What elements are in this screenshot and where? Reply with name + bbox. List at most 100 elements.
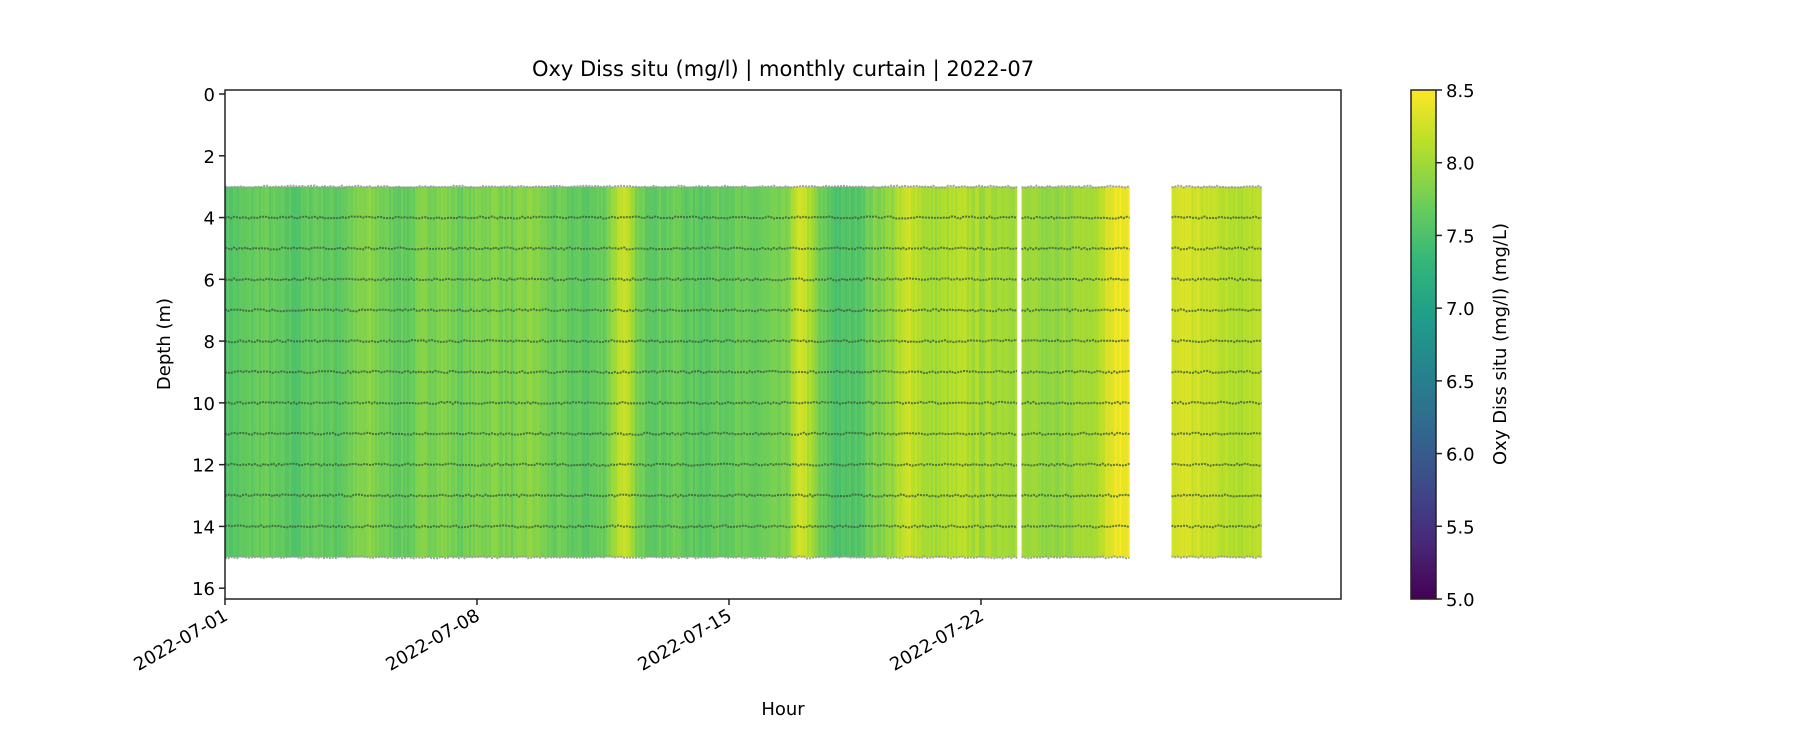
curtain-column (299, 186, 302, 558)
curtain-column (687, 186, 690, 558)
curtain-column (701, 186, 704, 558)
curtain-column (791, 186, 794, 558)
curtain-column (273, 186, 276, 558)
curtain-column (1125, 186, 1128, 558)
curtain-column (843, 186, 846, 558)
curtain-column (649, 186, 652, 558)
curtain-column (1097, 186, 1100, 558)
curtain-column (229, 186, 232, 558)
y-tick-label: 16 (192, 579, 215, 600)
curtain-column (1071, 186, 1074, 558)
sensor-depth-markers (225, 184, 1263, 560)
curtain-column (661, 186, 664, 558)
curtain-column (629, 186, 632, 558)
colorbar-tick-label: 6.0 (1446, 445, 1475, 466)
curtain-column (609, 186, 612, 558)
colorbar-tick-label: 8.5 (1446, 81, 1475, 102)
sensor-line (1021, 338, 1130, 343)
curtain-column (317, 186, 320, 558)
curtain-column (1207, 186, 1210, 558)
curtain-column (1031, 186, 1034, 558)
curtain-column (799, 186, 802, 558)
curtain-column (773, 186, 776, 558)
curtain-column (483, 186, 486, 558)
curtain-column (837, 186, 840, 558)
curtain-column (1201, 186, 1204, 558)
sensor-line (225, 246, 1018, 251)
curtain-column (1025, 186, 1028, 558)
curtain-column (947, 186, 950, 558)
colorbar-axis: 5.0 5.5 6.0 6.5 7.0 7.5 8.0 8.5 (1436, 81, 1475, 611)
curtain-column (615, 186, 618, 558)
curtain-column (583, 186, 586, 558)
curtain-column (849, 186, 852, 558)
curtain-column (343, 186, 346, 558)
curtain-column (1051, 186, 1054, 558)
curtain-column (373, 186, 376, 558)
curtain-column (569, 186, 572, 558)
curtain-column (1009, 186, 1012, 558)
curtain-column (531, 186, 534, 558)
curtain-column (915, 186, 918, 558)
curtain-column (955, 186, 958, 558)
curtain-column (669, 186, 672, 558)
curtain-column (883, 186, 886, 558)
curtain-column (617, 186, 620, 558)
y-tick-label: 0 (204, 85, 215, 106)
curtain-column (411, 186, 414, 558)
sensor-line (1021, 307, 1130, 313)
curtain-column (1045, 186, 1048, 558)
curtain-column (963, 186, 966, 558)
curtain-column (667, 186, 670, 558)
curtain-column (351, 186, 354, 558)
curtain-column (261, 186, 264, 558)
curtain-column (747, 186, 750, 558)
curtain-column (511, 186, 514, 558)
curtain-column (459, 186, 462, 558)
curtain-column (279, 186, 282, 558)
x-tick-label: 2022-07-22 (886, 605, 987, 675)
curtain-column (235, 186, 238, 558)
sensor-line (1171, 246, 1262, 251)
sensor-line (1021, 524, 1130, 529)
curtain-column (497, 186, 500, 558)
sensor-line (1171, 184, 1263, 189)
curtain-column (877, 186, 880, 558)
curtain-column (325, 186, 328, 558)
curtain-column (523, 186, 526, 558)
curtain-column (1069, 186, 1072, 558)
curtain-column (1033, 186, 1036, 558)
x-axis-label: Hour (761, 699, 805, 720)
sensor-line (1171, 462, 1262, 467)
curtain-column (491, 186, 494, 558)
curtain-column (1241, 186, 1244, 558)
curtain-column (241, 186, 244, 558)
curtain-column (479, 186, 482, 558)
sensor-line (1171, 215, 1262, 220)
y-axis-label: Depth (m) (154, 298, 175, 390)
curtain-column (1039, 186, 1042, 558)
colorbar-tick-label: 5.0 (1446, 590, 1475, 611)
curtain-column (967, 186, 970, 558)
sensor-line (225, 307, 1018, 313)
curtain-column (267, 186, 270, 558)
curtain-column (927, 186, 930, 558)
curtain-column (973, 186, 976, 558)
curtain-column (557, 186, 560, 558)
sensor-line (225, 524, 1018, 529)
colorbar-tick-label: 5.5 (1446, 517, 1475, 538)
curtain-column (379, 186, 382, 558)
curtain-column (385, 186, 388, 558)
curtain-column (655, 186, 658, 558)
sensor-line (1171, 524, 1262, 529)
curtain-column (1003, 186, 1006, 558)
curtain-column (1057, 186, 1060, 558)
colorbar-tick-label: 7.5 (1446, 226, 1475, 247)
curtain-column (359, 186, 362, 558)
y-tick-label: 12 (192, 456, 215, 477)
sensor-line (225, 277, 1018, 282)
curtain-column (419, 186, 422, 558)
curtain-column (1175, 186, 1178, 558)
curtain-column (741, 186, 744, 558)
